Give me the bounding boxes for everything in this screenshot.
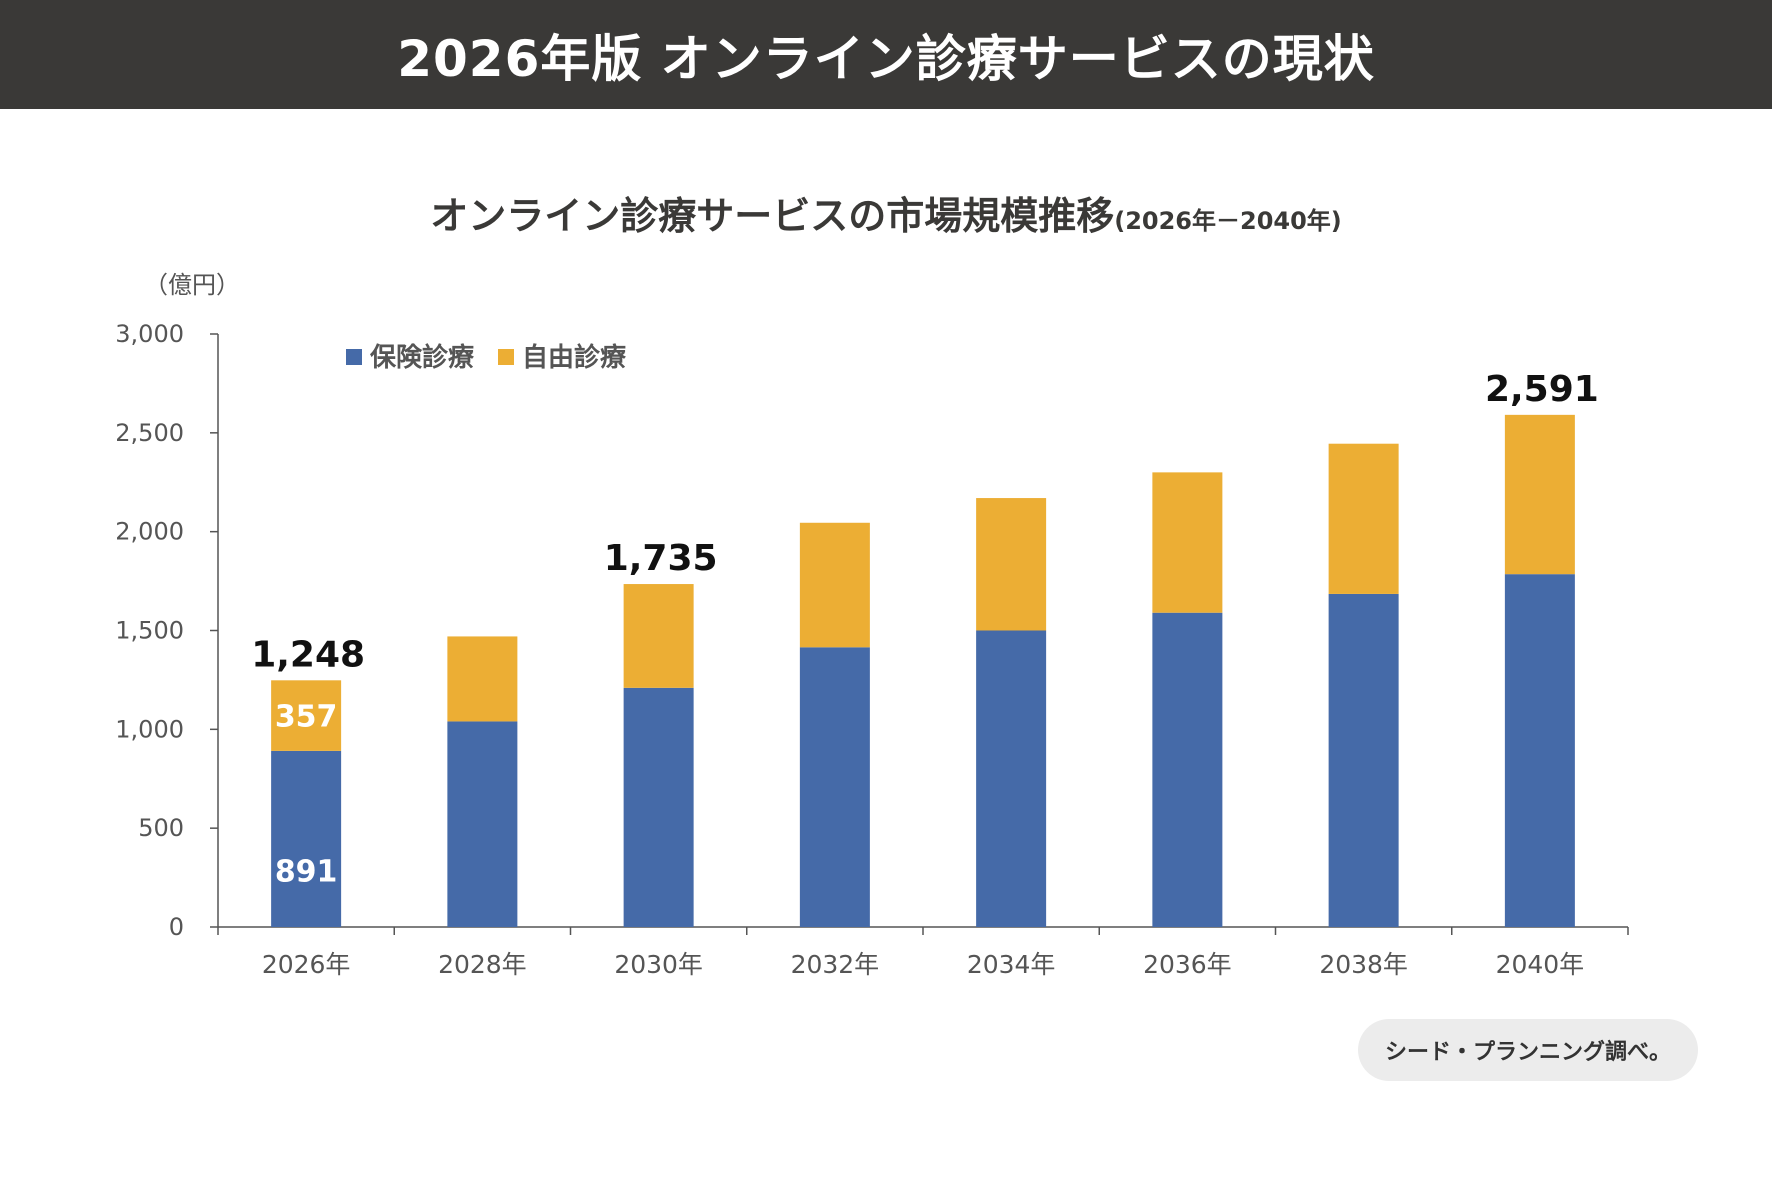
bar-self-pay — [1504, 414, 1575, 575]
bar-insurance — [447, 721, 518, 927]
bar-self-pay — [447, 636, 518, 722]
legend-label: 自由診療 — [522, 342, 627, 373]
x-tick-label: 2036年 — [1143, 950, 1232, 979]
y-tick-label: 2,000 — [115, 518, 184, 546]
segment-value-label: 891 — [275, 855, 338, 890]
legend-label: 保険診療 — [369, 342, 475, 373]
source-text: シード・プランニング調べ。 — [1384, 1040, 1671, 1065]
bar-self-pay — [799, 522, 870, 648]
bar-self-pay — [271, 680, 342, 751]
chart-title-block: オンライン診療サービスの市場規模推移(2026年－2040年) — [0, 185, 1772, 240]
chart-subtitle: (2026年－2040年) — [1114, 207, 1342, 235]
bar-self-pay — [1152, 472, 1223, 613]
y-tick-label: 1,000 — [115, 715, 184, 743]
total-value-label: 1,248 — [251, 634, 365, 675]
y-tick-label: 2,500 — [115, 419, 184, 447]
source-badge: シード・プランニング調べ。 — [1358, 1019, 1698, 1081]
bar-insurance — [799, 647, 870, 927]
bar-self-pay — [1328, 443, 1399, 594]
y-tick-label: 3,000 — [115, 320, 184, 348]
bar-insurance — [271, 750, 342, 927]
x-tick-label: 2034年 — [967, 950, 1056, 979]
bar-self-pay — [976, 498, 1047, 631]
header-banner: 2026年版 オンライン診療サービスの現状 — [0, 0, 1772, 109]
y-tick-label: 1,500 — [115, 617, 184, 645]
bar-self-pay — [623, 584, 694, 688]
total-value-label: 1,735 — [604, 538, 718, 579]
total-value-label: 2,591 — [1485, 369, 1599, 410]
y-axis-unit-label: （億円） — [144, 271, 240, 299]
page-title: 2026年版 オンライン診療サービスの現状 — [397, 29, 1375, 88]
x-tick-label: 2040年 — [1496, 950, 1585, 979]
legend-swatch — [346, 349, 362, 365]
segment-value-label: 357 — [275, 700, 338, 735]
legend-swatch — [498, 349, 514, 365]
bar-insurance — [1504, 574, 1575, 927]
x-tick-label: 2032年 — [791, 950, 880, 979]
y-tick-label: 500 — [138, 814, 184, 842]
x-tick-label: 2030年 — [614, 950, 703, 979]
chart-title: オンライン診療サービスの市場規模推移 — [430, 194, 1115, 238]
bar-insurance — [1328, 593, 1399, 927]
bar-insurance — [623, 687, 694, 927]
x-tick-label: 2038年 — [1319, 950, 1408, 979]
y-tick-label: 0 — [169, 913, 184, 941]
x-tick-label: 2026年 — [262, 950, 351, 979]
bar-insurance — [976, 630, 1047, 927]
x-tick-label: 2028年 — [438, 950, 527, 979]
bar-insurance — [1152, 612, 1223, 927]
